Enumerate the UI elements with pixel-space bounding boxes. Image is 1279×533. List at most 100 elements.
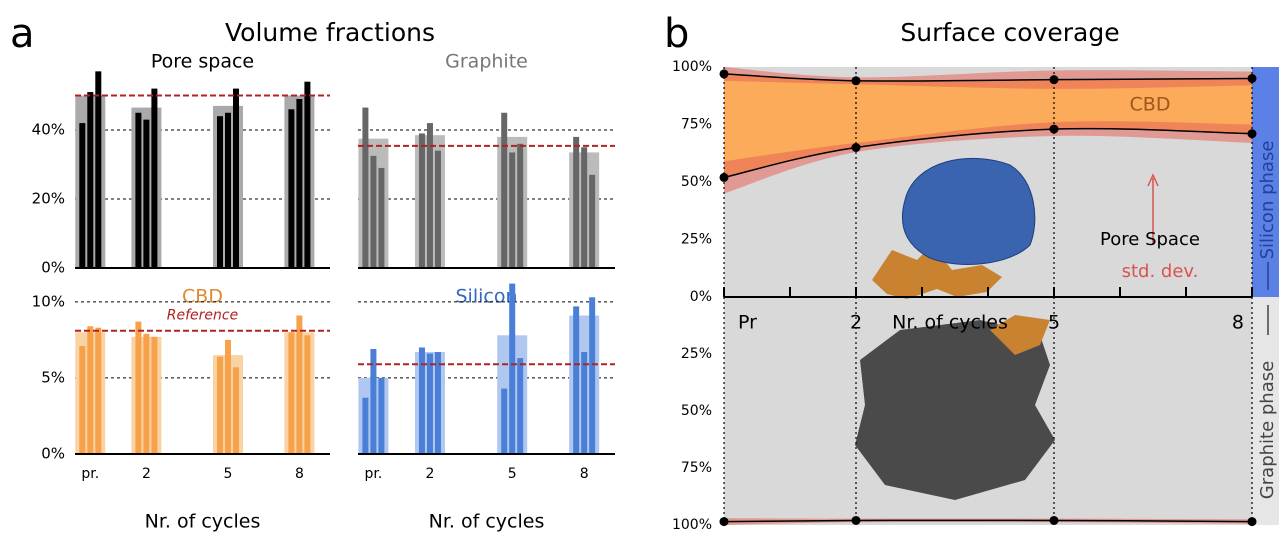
sample-bar bbox=[304, 81, 311, 268]
sample-bar bbox=[296, 98, 303, 268]
annotation-arrowhead bbox=[1147, 173, 1159, 187]
sample-bar bbox=[418, 133, 425, 268]
sample-bar bbox=[304, 335, 311, 454]
sample-bar bbox=[135, 321, 142, 454]
sample-bar bbox=[581, 147, 588, 268]
x-tick-label: 5 bbox=[224, 466, 233, 482]
sample-bar bbox=[79, 345, 86, 454]
sample-bar bbox=[95, 327, 102, 454]
renders bbox=[855, 158, 1055, 500]
sample-bar bbox=[501, 112, 508, 268]
y2-tick-label: 50% bbox=[681, 403, 712, 419]
sample-bar bbox=[589, 297, 596, 454]
std-band bbox=[724, 121, 1252, 194]
coverage-point bbox=[1247, 74, 1257, 83]
render-fragments bbox=[872, 245, 1002, 299]
sample-bar bbox=[434, 150, 441, 268]
sample-bar bbox=[378, 167, 385, 268]
sample-bar bbox=[233, 367, 239, 454]
sample-bar bbox=[217, 356, 223, 454]
cbd-area bbox=[724, 73, 1252, 178]
panel-letter: b bbox=[664, 11, 689, 57]
panel-a: Pore space 0% 20% 40% Graphite CBD 0% 5% 10% pr. 2… bbox=[32, 51, 615, 533]
sample-bar bbox=[288, 332, 295, 454]
subplot-title: CBD bbox=[182, 286, 223, 308]
sample-bar bbox=[79, 123, 86, 268]
graphite-bar bbox=[1252, 297, 1279, 525]
sample-bar bbox=[143, 119, 150, 269]
x-tick-label: 8 bbox=[580, 466, 589, 482]
y-tick-label: 50% bbox=[681, 174, 712, 190]
sample-bar bbox=[151, 336, 158, 454]
silicon-bar bbox=[1252, 67, 1279, 297]
sample-bar bbox=[434, 352, 441, 454]
y-tick-label: 75% bbox=[681, 117, 712, 133]
x-tick-label: pr. bbox=[365, 466, 383, 482]
sample-bar bbox=[426, 353, 433, 454]
sample-bar bbox=[87, 326, 94, 454]
y-tick-label: 0% bbox=[690, 289, 712, 305]
phase-label: Silicon phase bbox=[1257, 141, 1278, 260]
sample-bar bbox=[370, 155, 377, 268]
y-tick-label: 100% bbox=[672, 59, 712, 75]
sample-bar bbox=[509, 283, 516, 454]
annotation: std. dev. bbox=[1122, 261, 1199, 282]
reference-label: Reference bbox=[167, 308, 238, 324]
y-tick-label: 5% bbox=[41, 368, 65, 386]
x-tick-label: Pr bbox=[738, 312, 757, 334]
coverage-line bbox=[723, 519, 1253, 523]
x-tick-label: pr. bbox=[81, 466, 99, 482]
panel-title: Volume fractions bbox=[225, 18, 435, 47]
sample-bar bbox=[296, 315, 303, 454]
x-tick-label: 2 bbox=[425, 466, 434, 482]
y-tick-label: 40% bbox=[32, 121, 65, 139]
sample-bar bbox=[378, 377, 385, 454]
sample-bar bbox=[225, 112, 231, 268]
x-axis-label: Nr. of cycles bbox=[892, 312, 1008, 334]
y-tick-label: 25% bbox=[681, 232, 712, 248]
sample-bar bbox=[362, 107, 369, 268]
annotation: CBD bbox=[1130, 94, 1171, 116]
sample-bar bbox=[288, 109, 295, 268]
coverage-line bbox=[723, 127, 1253, 179]
y-tick-label: 0% bbox=[41, 445, 65, 463]
sample-bar bbox=[581, 352, 588, 454]
y2-tick-label: 25% bbox=[681, 346, 712, 362]
sample-bar bbox=[509, 152, 516, 268]
coverage-point bbox=[1247, 517, 1257, 527]
render-fragments bbox=[990, 315, 1050, 355]
coverage-point bbox=[719, 517, 729, 527]
panel-b: Pr 2 5 8 Nr. of cycles 0% 25% 50% 75% 100% 25% 50% 7… bbox=[672, 59, 1279, 533]
sample-bar bbox=[573, 306, 580, 454]
sample-bar bbox=[517, 358, 524, 454]
coverage-point bbox=[851, 143, 861, 152]
panel-title: Surface coverage bbox=[900, 18, 1119, 47]
x-tick-label: 2 bbox=[850, 312, 862, 334]
x-tick-label: 2 bbox=[142, 466, 151, 482]
sample-bar bbox=[87, 92, 94, 268]
sample-bar bbox=[589, 174, 596, 268]
coverage-point bbox=[1049, 515, 1059, 525]
coverage-point bbox=[1247, 129, 1257, 139]
sample-bar bbox=[418, 347, 425, 454]
coverage-point bbox=[851, 515, 861, 525]
phase-label: Graphite phase bbox=[1257, 361, 1278, 499]
x-tick-label: 5 bbox=[508, 466, 517, 482]
sample-bar bbox=[517, 143, 524, 268]
sample-bar bbox=[233, 88, 239, 268]
sample-bar bbox=[362, 397, 369, 454]
sample-bar bbox=[95, 71, 102, 268]
render-graphite bbox=[855, 320, 1055, 500]
y-tick-label: 0% bbox=[41, 259, 65, 277]
subplot-title: Graphite bbox=[445, 51, 528, 73]
y2-tick-label: 100% bbox=[672, 517, 712, 533]
sample-bar bbox=[501, 388, 508, 454]
sample-bar bbox=[370, 349, 377, 454]
coverage-point bbox=[1049, 124, 1059, 134]
x-tick-label: 8 bbox=[295, 466, 304, 482]
coverage-point bbox=[851, 76, 861, 86]
y-tick-label: 10% bbox=[32, 292, 65, 310]
sample-bar bbox=[135, 112, 142, 268]
sample-bar bbox=[573, 136, 580, 268]
